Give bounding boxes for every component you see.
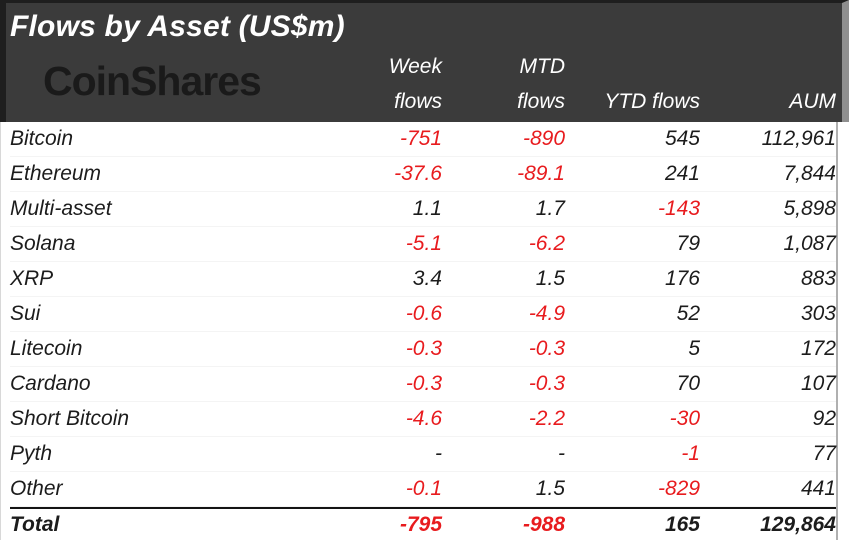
table-row-short-bitcoin: Short Bitcoin -4.6 -2.2 -30 92 bbox=[10, 402, 836, 437]
total-ytd-flows-value: 165 bbox=[664, 512, 700, 536]
table-row-solana: Solana -5.1 -6.2 79 1,087 bbox=[10, 227, 836, 262]
page-title: Flows by Asset (US$m) bbox=[10, 10, 345, 43]
asset-label: XRP bbox=[10, 267, 54, 290]
total-aum-value: 129,864 bbox=[760, 512, 836, 536]
week-flows-value: -0.1 bbox=[405, 477, 442, 500]
aum-value: 92 bbox=[812, 407, 836, 430]
ytd-flows-value: 70 bbox=[676, 372, 700, 395]
col-header-week-flows: Week flows bbox=[332, 48, 442, 122]
ytd-flows-value: -30 bbox=[669, 407, 700, 430]
col-header-mtd-line2: flows bbox=[517, 90, 565, 113]
aum-value: 883 bbox=[800, 267, 836, 290]
total-label: Total bbox=[10, 512, 60, 536]
total-week-flows-value: -795 bbox=[399, 512, 442, 536]
week-flows-value: -0.6 bbox=[405, 302, 442, 325]
mtd-flows-value: -6.2 bbox=[528, 232, 565, 255]
table-row-pyth: Pyth - - -1 77 bbox=[10, 437, 836, 472]
aum-value: 7,844 bbox=[783, 162, 836, 185]
week-flows-value: -5.1 bbox=[405, 232, 442, 255]
week-flows-value: 1.1 bbox=[412, 197, 442, 220]
col-header-mtd-line1: MTD bbox=[519, 55, 566, 78]
ytd-flows-value: 52 bbox=[676, 302, 700, 325]
ytd-flows-value: -829 bbox=[657, 477, 700, 500]
table-row-ethereum: Ethereum -37.6 -89.1 241 7,844 bbox=[10, 157, 836, 192]
week-flows-value: -4.6 bbox=[405, 407, 442, 430]
mtd-flows-value: -0.3 bbox=[528, 337, 565, 360]
week-flows-value: 3.4 bbox=[412, 267, 442, 290]
asset-label: Pyth bbox=[10, 442, 53, 465]
asset-label: Solana bbox=[10, 232, 76, 255]
table-row-xrp: XRP 3.4 1.5 176 883 bbox=[10, 262, 836, 297]
aum-value: 441 bbox=[800, 477, 836, 500]
week-flows-value: -751 bbox=[399, 127, 442, 150]
mtd-flows-value: 1.7 bbox=[535, 197, 565, 220]
week-flows-value: -0.3 bbox=[405, 337, 442, 360]
week-flows-value: -0.3 bbox=[405, 372, 442, 395]
aum-value: 303 bbox=[800, 302, 836, 325]
table-body: Bitcoin -751 -890 545 112,961 Ethereum -… bbox=[0, 122, 838, 540]
col-header-ytd-flows: YTD flows bbox=[604, 90, 700, 113]
asset-label: Litecoin bbox=[10, 337, 83, 360]
ytd-flows-value: 241 bbox=[664, 162, 700, 185]
table-row-sui: Sui -0.6 -4.9 52 303 bbox=[10, 297, 836, 332]
col-header-aum: AUM bbox=[789, 90, 836, 113]
aum-value: 172 bbox=[800, 337, 836, 360]
asset-label: Short Bitcoin bbox=[10, 407, 130, 430]
asset-label: Bitcoin bbox=[10, 127, 74, 150]
aum-value: 107 bbox=[800, 372, 836, 395]
brand-cell: CoinShares bbox=[10, 48, 332, 122]
asset-label: Sui bbox=[10, 302, 41, 325]
ytd-flows-value: 545 bbox=[664, 127, 700, 150]
week-flows-value: -37.6 bbox=[394, 162, 442, 185]
table-row-bitcoin: Bitcoin -751 -890 545 112,961 bbox=[10, 122, 836, 157]
asset-label: Multi-asset bbox=[10, 197, 112, 220]
table-header: Flows by Asset (US$m) CoinShares Week fl… bbox=[0, 0, 849, 122]
mtd-flows-value: -89.1 bbox=[517, 162, 565, 185]
table-row-total: Total -795 -988 165 129,864 bbox=[10, 507, 836, 540]
ytd-flows-value: 79 bbox=[676, 232, 700, 255]
asset-label: Ethereum bbox=[10, 162, 102, 185]
mtd-flows-value: -0.3 bbox=[528, 372, 565, 395]
asset-label: Cardano bbox=[10, 372, 91, 395]
aum-value: 112,961 bbox=[761, 127, 836, 150]
ytd-flows-value: 5 bbox=[688, 337, 700, 360]
column-header-row: CoinShares Week flows MTD flows YTD flow… bbox=[6, 48, 842, 122]
col-header-week-line1: Week bbox=[388, 55, 442, 78]
aum-value: 1,087 bbox=[783, 232, 836, 255]
table-row-multi-asset: Multi-asset 1.1 1.7 -143 5,898 bbox=[10, 192, 836, 227]
mtd-flows-value: 1.5 bbox=[535, 477, 565, 500]
aum-value: 5,898 bbox=[783, 197, 836, 220]
ytd-flows-value: 176 bbox=[664, 267, 700, 290]
asset-label: Other bbox=[10, 477, 63, 500]
total-mtd-flows-value: -988 bbox=[522, 512, 565, 536]
mtd-flows-value: -2.2 bbox=[528, 407, 565, 430]
table-row-litecoin: Litecoin -0.3 -0.3 5 172 bbox=[10, 332, 836, 367]
col-header-mtd-flows: MTD flows bbox=[442, 48, 565, 122]
col-header-week-line2: flows bbox=[394, 90, 442, 113]
table-row-cardano: Cardano -0.3 -0.3 70 107 bbox=[10, 367, 836, 402]
ytd-flows-value: -1 bbox=[681, 442, 700, 465]
mtd-flows-value: 1.5 bbox=[535, 267, 565, 290]
mtd-flows-value: -890 bbox=[522, 127, 565, 150]
week-flows-value: - bbox=[435, 442, 442, 465]
mtd-flows-value: -4.9 bbox=[528, 302, 565, 325]
table-row-other: Other -0.1 1.5 -829 441 bbox=[10, 472, 836, 507]
aum-value: 77 bbox=[812, 442, 836, 465]
coinshares-logo: CoinShares bbox=[43, 57, 262, 104]
mtd-flows-value: - bbox=[558, 442, 565, 465]
ytd-flows-value: -143 bbox=[657, 197, 700, 220]
